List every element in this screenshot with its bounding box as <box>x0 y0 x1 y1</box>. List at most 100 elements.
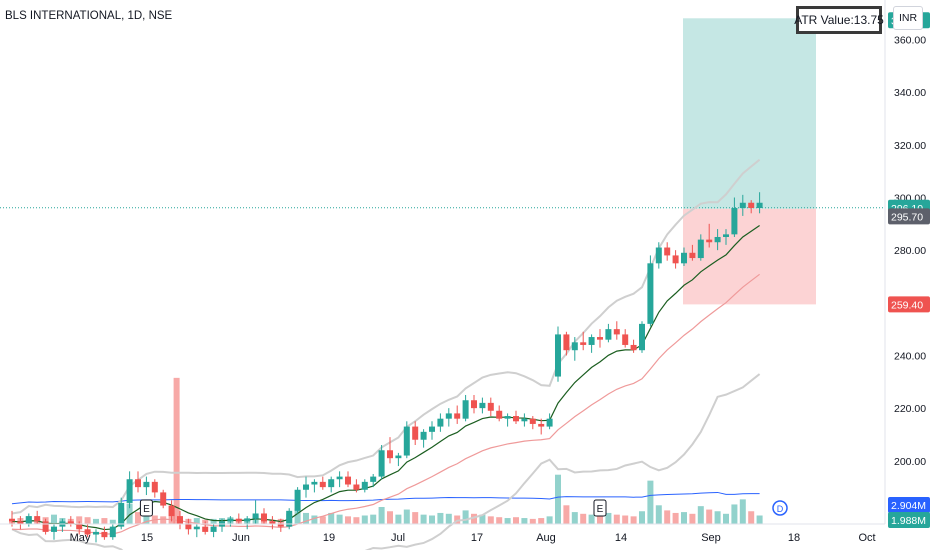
volume-bar <box>109 519 116 524</box>
candle-body <box>681 252 687 264</box>
candle-body <box>571 342 578 351</box>
lower-band-line <box>11 373 761 550</box>
candle-body <box>67 521 74 524</box>
position-zones <box>0 18 885 305</box>
earnings-marker: E <box>139 499 153 517</box>
candle-body <box>17 521 24 524</box>
price-tick-label: 360.00 <box>894 34 926 46</box>
candle-body <box>445 413 452 419</box>
volume-bar <box>471 513 477 524</box>
volume-bar <box>655 505 662 524</box>
volume-bar <box>160 516 167 524</box>
candle-body <box>109 526 116 538</box>
volume-bar <box>445 513 452 524</box>
candle-body <box>193 526 200 530</box>
atr-value: 13.75 <box>853 13 884 27</box>
volume-bar <box>529 518 536 524</box>
candle-body <box>303 484 309 490</box>
volume-bar <box>311 515 318 524</box>
price-tick-label: 280.00 <box>894 245 926 257</box>
volume-bar <box>328 512 335 524</box>
volume-bar <box>143 513 150 524</box>
candle-body <box>135 479 141 488</box>
volume-bar <box>597 515 603 524</box>
candle-body <box>286 510 293 527</box>
volume-bar <box>353 517 360 524</box>
candles <box>9 192 763 543</box>
candle-body <box>739 202 746 209</box>
volume-bar <box>173 377 180 524</box>
candle-body <box>597 337 603 340</box>
volume-bar <box>521 518 528 524</box>
dividend-marker-label: D <box>777 504 784 514</box>
volume-bar <box>135 512 141 524</box>
volume-bar <box>647 480 654 524</box>
earnings-marker-label: E <box>597 504 604 515</box>
price-badge-entry: 295.70 <box>888 208 930 225</box>
candle-body <box>403 426 410 456</box>
volume-bar <box>630 516 637 524</box>
volume-bar <box>588 514 595 524</box>
time-tick-label: 14 <box>615 532 627 544</box>
time-tick-label: Oct <box>858 532 875 544</box>
volume-bar <box>210 518 217 524</box>
candle-body <box>437 418 444 427</box>
candle-body <box>143 481 150 488</box>
candle-body <box>76 524 83 530</box>
atr-label: ATR Value: <box>794 13 854 27</box>
volume-bar <box>76 516 83 524</box>
volume-bar <box>496 517 503 524</box>
candle-body <box>160 492 167 506</box>
volume-bar <box>378 507 385 524</box>
candle-body <box>345 476 351 485</box>
candle-body <box>613 329 620 335</box>
volume-bar <box>513 517 519 524</box>
candle-body <box>227 518 234 522</box>
volume-bar <box>479 514 486 524</box>
volume-bar <box>93 518 99 524</box>
candle-body <box>672 255 679 264</box>
candle-body <box>487 402 494 411</box>
volume-bar <box>756 515 763 524</box>
dividend-marker: D <box>772 500 788 516</box>
volume-bar <box>739 499 746 524</box>
candle-body <box>580 342 587 345</box>
candle-body <box>294 489 301 511</box>
candle-body <box>714 236 721 243</box>
candle-body <box>471 400 477 409</box>
price-badge-bg <box>888 512 930 528</box>
candle-body <box>454 413 461 419</box>
currency-button[interactable]: INR <box>893 6 923 30</box>
time-tick-label: Sep <box>701 532 721 544</box>
time-tick-label: Jun <box>232 532 250 544</box>
volume-bar <box>395 514 402 524</box>
volume-bar <box>412 512 419 524</box>
candle-body <box>151 481 158 493</box>
time-tick-label: Aug <box>536 532 556 544</box>
candle-body <box>563 334 570 351</box>
candle-body <box>639 323 645 351</box>
time-axis[interactable]: May 15 Jun 19 Jul 17 Aug 14 Sep 18 Oct <box>70 532 876 544</box>
time-tick-label: May <box>70 532 91 544</box>
candle-body <box>353 484 360 490</box>
candle-body <box>689 252 696 259</box>
candle-body <box>429 426 435 432</box>
candle-body <box>202 526 209 532</box>
candle-body <box>655 247 662 264</box>
volume-bar <box>361 515 368 524</box>
candle-body <box>420 431 427 440</box>
candle-body <box>269 521 276 524</box>
volume-bar <box>538 518 545 524</box>
volume-bar <box>748 511 755 524</box>
volume-bar <box>639 511 645 524</box>
candle-body <box>93 531 99 535</box>
candle-body <box>311 481 318 485</box>
volume-bar <box>51 514 57 524</box>
candle-body <box>328 479 335 488</box>
volume-bar <box>672 512 679 524</box>
earnings-marker: E <box>593 499 607 517</box>
earnings-marker-label: E <box>143 504 150 515</box>
candle-body <box>261 513 267 522</box>
volume-bar <box>336 514 343 524</box>
